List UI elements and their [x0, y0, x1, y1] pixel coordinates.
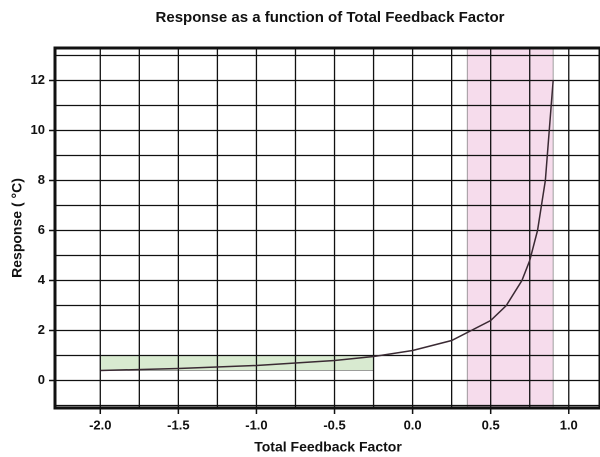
x-tick-label: -1.0	[245, 417, 267, 432]
chart-title: Response as a function of Total Feedback…	[156, 9, 505, 26]
y-tick-label: 0	[38, 372, 45, 387]
x-tick-label: 0.5	[482, 417, 500, 432]
x-tick-label: 0.0	[404, 417, 422, 432]
line-series	[100, 80, 554, 372]
y-axis-label: Response ( °C)	[9, 178, 25, 278]
shaded-region	[466, 47, 554, 409]
y-tick-label: 6	[38, 222, 45, 237]
y-tick-label: 4	[38, 272, 46, 287]
x-tick-label: -0.5	[323, 417, 345, 432]
plot-frame	[53, 46, 600, 410]
y-tick-label: 10	[31, 122, 45, 137]
y-tick-label: 12	[31, 72, 45, 87]
y-tick-label: 8	[38, 172, 45, 187]
shaded-region	[99, 355, 374, 371]
x-tick-label: -1.5	[167, 417, 189, 432]
y-tick-label: 2	[38, 322, 45, 337]
x-tick-label: 1.0	[560, 417, 578, 432]
x-axis-label: Total Feedback Factor	[254, 439, 402, 455]
x-tick-label: -2.0	[89, 417, 111, 432]
